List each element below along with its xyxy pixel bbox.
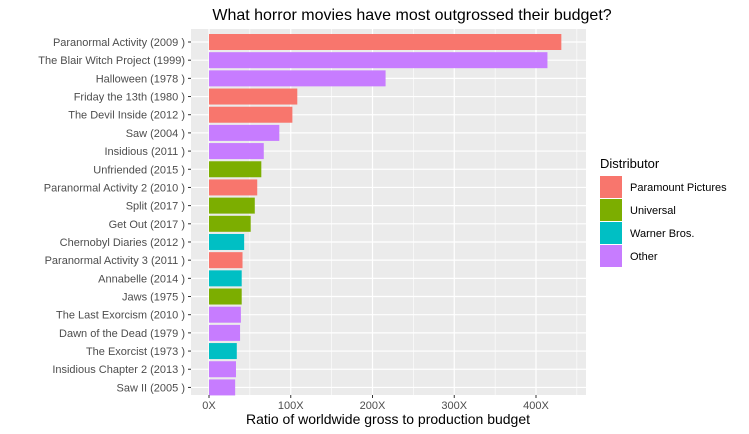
y-tick-label: Paranormal Activity (2009 ) — [53, 37, 185, 49]
y-tick-label: Get Out (2017 ) — [109, 219, 185, 231]
y-axis-labels: Paranormal Activity (2009 ) The Blair Wit… — [38, 37, 191, 394]
bar — [209, 270, 242, 287]
legend-swatch — [600, 245, 622, 267]
x-tick-label: 300X — [441, 400, 467, 412]
x-tick-label: 400X — [523, 400, 549, 412]
legend-swatch — [600, 199, 622, 221]
bar — [209, 179, 258, 196]
bar — [209, 88, 298, 105]
bar — [209, 70, 386, 87]
legend-swatch — [600, 222, 622, 244]
bar — [209, 324, 241, 341]
y-tick-label: Paranormal Activity 3 (2011 ) — [45, 255, 185, 267]
bar — [209, 52, 548, 69]
y-tick-label: Insidious (2011 ) — [104, 146, 185, 158]
chart-title: What horror movies have most outgrossed … — [212, 7, 611, 24]
bar — [209, 106, 293, 123]
y-tick-label: Friday the 13th (1980 ) — [74, 92, 185, 104]
y-tick-label: Annabelle (2014 ) — [98, 273, 185, 285]
bars — [209, 34, 562, 396]
y-tick-label: Saw (2004 ) — [126, 128, 185, 140]
y-tick-label: The Exorcist (1973 ) — [86, 346, 185, 358]
legend-label: Paramount Pictures — [630, 182, 727, 194]
y-tick-label: The Last Exorcism (2010 ) — [56, 310, 185, 322]
y-tick-label: Dawn of the Dead (1979 ) — [59, 328, 185, 340]
y-tick-label: The Blair Witch Project (1999) — [38, 55, 185, 67]
bar — [209, 306, 241, 323]
y-tick-label: Unfriended (2015 ) — [93, 164, 185, 176]
y-tick-label: Halloween (1978 ) — [96, 73, 185, 85]
y-tick-label: Insidious Chapter 2 (2013 ) — [52, 364, 185, 376]
y-tick-label: Jaws (1975 ) — [122, 292, 185, 304]
y-tick-label: Chernobyl Diaries (2012 ) — [60, 237, 185, 249]
y-tick-label: Split (2017 ) — [126, 201, 185, 213]
y-tick-label: Paranormal Activity 2 (2010 ) — [44, 182, 185, 194]
bar — [209, 233, 245, 250]
legend-label: Universal — [630, 205, 676, 217]
legend-label: Warner Bros. — [630, 228, 694, 240]
x-tick-label: 0X — [202, 400, 216, 412]
x-axis-title: Ratio of worldwide gross to production b… — [246, 411, 530, 427]
bar — [209, 252, 243, 269]
bar — [209, 215, 251, 232]
legend-label: Other — [630, 251, 658, 263]
legend-swatch — [600, 176, 622, 198]
bar — [209, 161, 262, 178]
bar — [209, 34, 562, 50]
x-tick-label: 200X — [360, 400, 386, 412]
bar — [209, 288, 242, 305]
bar — [209, 197, 255, 214]
legend-title: Distributor — [600, 156, 660, 171]
x-axis-ticks: 0X 100X 200X 300X 400X — [202, 395, 550, 412]
bar — [209, 379, 236, 396]
bar — [209, 361, 236, 378]
y-tick-label: Saw II (2005 ) — [117, 382, 185, 394]
x-tick-label: 100X — [278, 400, 304, 412]
legend: Distributor Paramount Pictures Universal W… — [600, 156, 727, 267]
bar — [209, 124, 280, 141]
bar — [209, 343, 237, 360]
bar — [209, 143, 264, 160]
y-tick-label: The Devil Inside (2012 ) — [68, 110, 185, 122]
